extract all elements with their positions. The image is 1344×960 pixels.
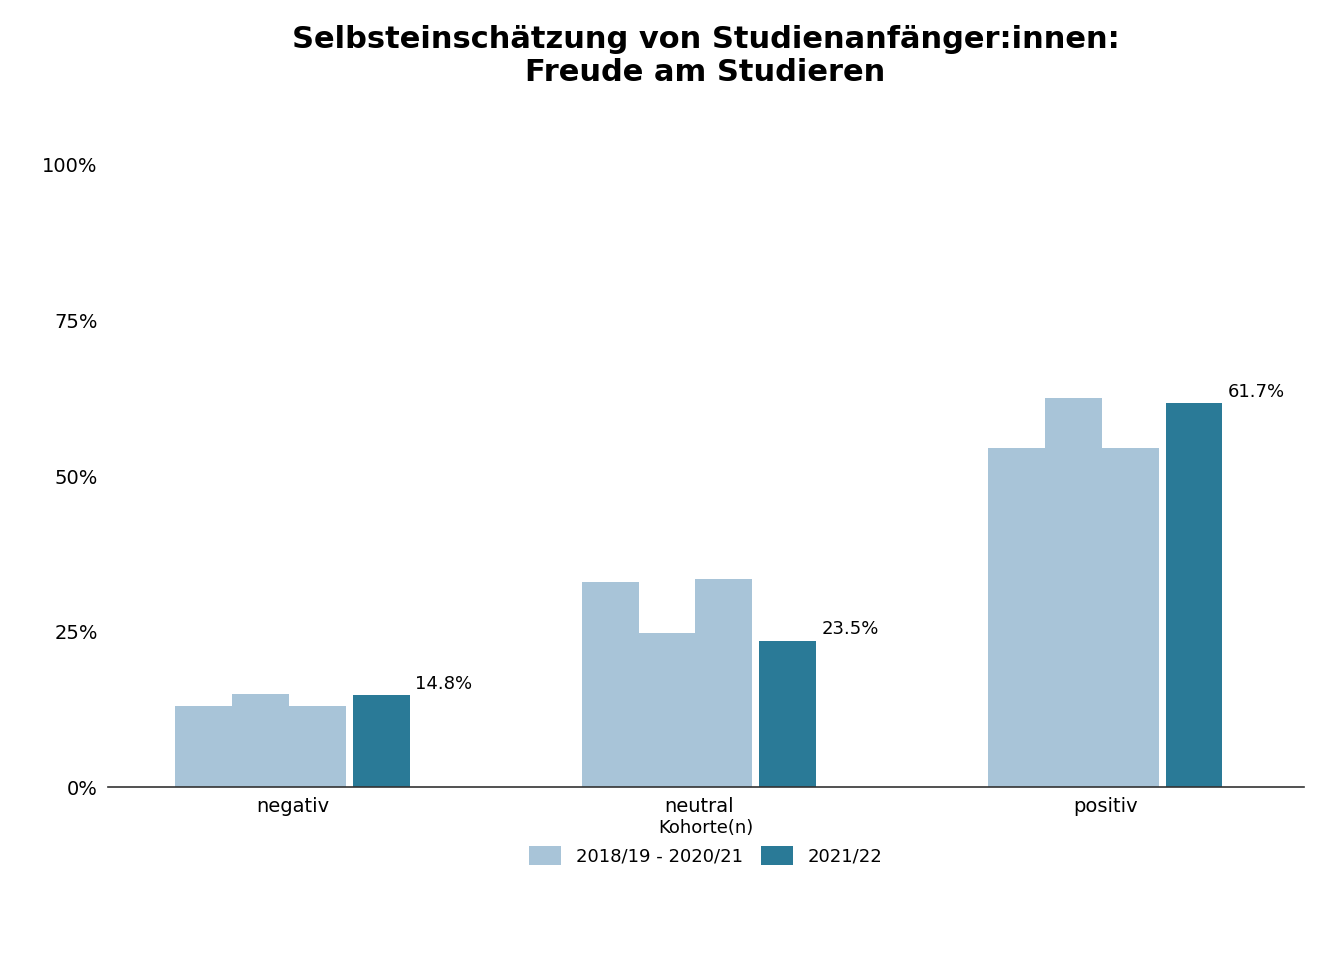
Bar bbox=[1165, 403, 1223, 787]
Bar bbox=[1044, 398, 1102, 787]
Bar bbox=[582, 582, 638, 787]
Title: Selbsteinschätzung von Studienanfänger:innen:
Freude am Studieren: Selbsteinschätzung von Studienanfänger:i… bbox=[292, 25, 1120, 87]
Bar bbox=[233, 694, 289, 787]
Text: 14.8%: 14.8% bbox=[415, 675, 472, 692]
Bar bbox=[352, 695, 410, 787]
Text: 23.5%: 23.5% bbox=[821, 620, 879, 638]
Bar bbox=[638, 633, 695, 787]
Bar bbox=[988, 448, 1044, 787]
Bar bbox=[1102, 448, 1159, 787]
Bar bbox=[759, 641, 816, 787]
Bar bbox=[175, 707, 233, 787]
Bar bbox=[289, 707, 345, 787]
Bar bbox=[695, 579, 753, 787]
Legend: 2018/19 - 2020/21, 2021/22: 2018/19 - 2020/21, 2021/22 bbox=[528, 819, 883, 866]
Text: 61.7%: 61.7% bbox=[1228, 383, 1285, 401]
